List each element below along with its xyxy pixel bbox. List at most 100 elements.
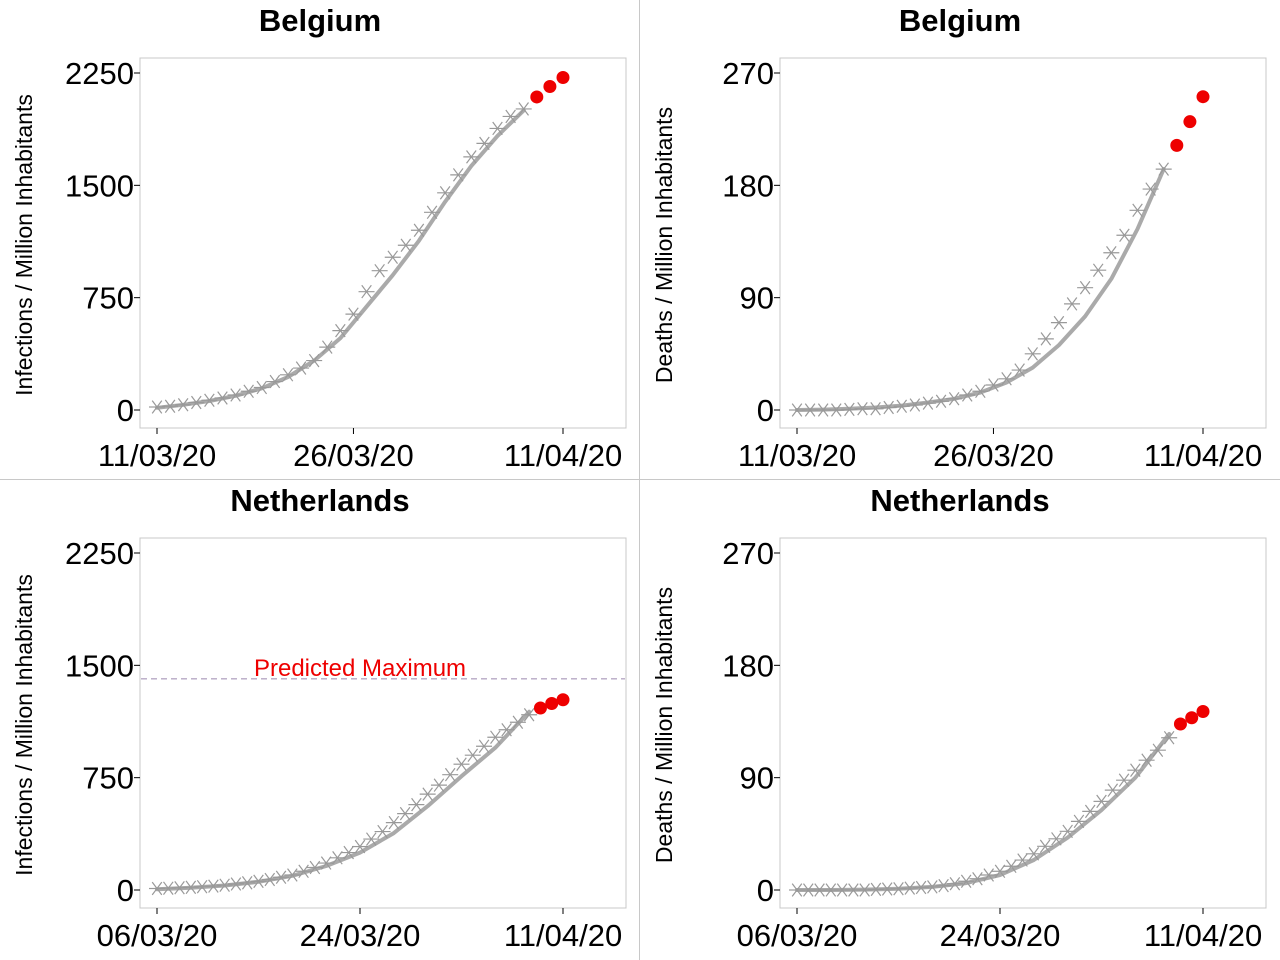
observed-point (419, 787, 436, 801)
observed-point (985, 378, 1002, 392)
x-tick-label: 06/03/20 (97, 918, 218, 953)
observed-point (1014, 853, 1031, 867)
asterisk-stroke (1132, 203, 1143, 218)
chart-panel-belgium-deaths: Belgium Deaths / Million Inhabitants 0 90 18… (640, 0, 1280, 480)
asterisk-stroke (388, 815, 400, 830)
asterisk-stroke (253, 874, 264, 889)
asterisk-stroke (904, 881, 916, 895)
observed-point (1129, 203, 1146, 218)
asterisk-stroke (243, 384, 254, 399)
observed-point (319, 340, 336, 354)
x-tick-label: 11/03/20 (98, 438, 216, 473)
y-tick-label: 750 (82, 761, 134, 796)
asterisk-stroke (1118, 773, 1130, 787)
observed-point (1050, 315, 1067, 330)
y-tick-label: 750 (82, 281, 134, 316)
asterisk-stroke (309, 860, 321, 875)
asterisk-stroke (983, 868, 995, 882)
forecast-point (1196, 705, 1210, 719)
asterisk-stroke (466, 150, 477, 164)
observed-point (1127, 763, 1144, 777)
asterisk-stroke (512, 715, 524, 730)
asterisk-stroke (321, 340, 333, 354)
x-tick-label: 11/04/20 (1144, 438, 1262, 473)
asterisk-stroke (287, 868, 298, 882)
asterisk-stroke (1141, 753, 1152, 767)
asterisk-stroke (1106, 245, 1117, 260)
x-tick-label: 26/03/20 (293, 438, 414, 473)
forecast-point (1173, 717, 1187, 731)
asterisk-stroke (374, 263, 385, 278)
asterisk-stroke (1130, 763, 1141, 777)
observed-point (933, 394, 950, 409)
asterisk-stroke (177, 397, 189, 412)
asterisk-stroke (922, 396, 934, 410)
observed-point (828, 403, 845, 417)
x-tick-label: 11/03/20 (738, 438, 856, 473)
forecast-point (1196, 90, 1210, 104)
observed-point (1082, 804, 1099, 819)
asterisk-stroke (881, 882, 893, 896)
y-tick-label: 0 (757, 873, 774, 908)
asterisk-stroke (1096, 794, 1107, 809)
asterisk-stroke (343, 845, 355, 860)
asterisk-stroke (387, 250, 399, 264)
asterisk-stroke (411, 797, 422, 812)
asterisk-stroke (915, 880, 927, 895)
asterisk-stroke (825, 883, 837, 897)
observed-point (913, 880, 930, 895)
observed-point (487, 730, 504, 744)
asterisk-stroke (151, 400, 163, 414)
asterisk-stroke (185, 880, 197, 895)
observed-point (890, 881, 907, 896)
observed-point (253, 380, 270, 395)
asterisk-stroke (399, 806, 411, 821)
asterisk-stroke (927, 880, 938, 894)
observed-point (424, 205, 441, 220)
asterisk-stroke (1027, 347, 1039, 361)
observed-point (284, 868, 301, 882)
asterisk-stroke (164, 399, 176, 414)
chart-panel-belgium-infections: Belgium Infections / Million Inhabitants 0… (0, 0, 640, 480)
asterisk-stroke (848, 883, 859, 897)
plot-frame (779, 57, 1267, 429)
observed-point (261, 872, 278, 887)
asterisk-stroke (196, 879, 208, 894)
observed-point (363, 832, 380, 846)
asterisk-stroke (791, 883, 803, 897)
asterisk-stroke (961, 388, 973, 402)
observed-point (188, 395, 205, 410)
observed-point (1142, 182, 1159, 196)
observed-point (502, 109, 519, 124)
observed-point (509, 715, 526, 730)
asterisk-stroke (935, 394, 947, 409)
observed-point (841, 402, 858, 417)
y-tick-label: 270 (722, 56, 774, 91)
y-tick-label: 2250 (65, 536, 134, 571)
observed-point (969, 872, 986, 886)
observed-point (919, 396, 936, 410)
observed-point (476, 739, 493, 753)
y-tick-label: 180 (722, 168, 774, 203)
observed-point (959, 388, 976, 402)
observed-point (1149, 743, 1166, 757)
asterisk-stroke (275, 870, 287, 885)
asterisk-stroke (501, 722, 512, 737)
asterisk-stroke (264, 872, 276, 887)
plot-frame (139, 537, 627, 909)
observed-point (498, 722, 515, 737)
observed-point (515, 102, 532, 116)
asterisk-stroke (883, 400, 894, 415)
asterisk-stroke (282, 368, 294, 382)
asterisk-stroke (975, 384, 986, 399)
asterisk-stroke (1079, 280, 1091, 295)
observed-point (332, 323, 349, 338)
y-tick-label: 270 (722, 536, 774, 571)
observed-point (175, 397, 192, 412)
asterisk-stroke (348, 307, 359, 321)
observed-point (958, 874, 975, 889)
observed-point (946, 876, 963, 891)
observed-point (201, 393, 218, 408)
observed-point (227, 388, 244, 402)
x-tick-label: 11/04/20 (504, 918, 622, 953)
